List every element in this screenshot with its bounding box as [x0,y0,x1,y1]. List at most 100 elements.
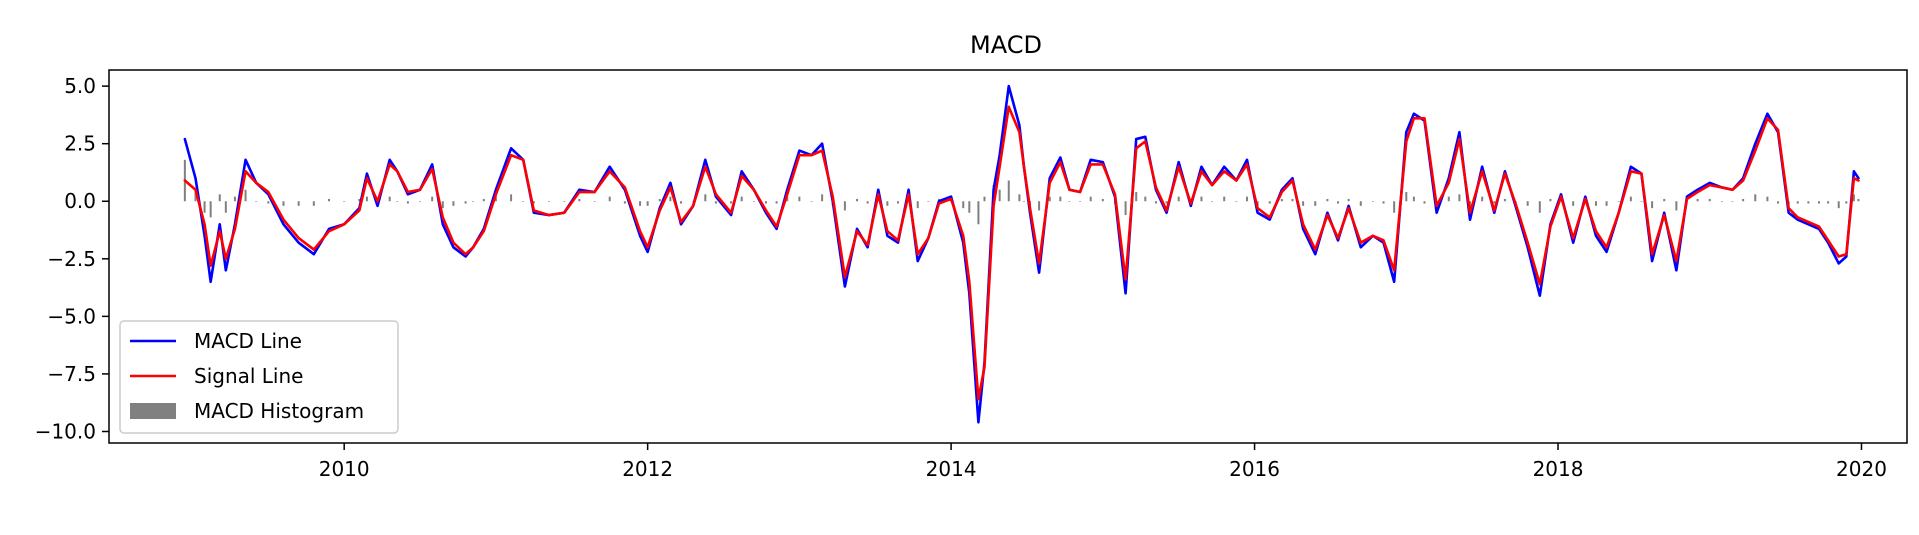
histogram-bar [548,201,551,202]
histogram-bar [962,201,965,209]
histogram-bar [1059,196,1062,202]
histogram-bar [1038,201,1041,211]
histogram-bar [1766,196,1769,202]
histogram-bar [798,196,801,202]
histogram-bar [1742,198,1745,202]
histogram-bar [1807,201,1810,204]
y-tick-label: 0.0 [64,189,96,213]
histogram-bar [927,201,930,202]
histogram-bar [1423,201,1426,204]
histogram-bar [1022,201,1025,202]
histogram-bar [752,201,755,202]
histogram-bar [1777,201,1780,204]
histogram-bar [510,194,513,202]
histogram-bar [1048,196,1051,202]
histogram-bar [764,201,767,204]
y-tick-label: −10.0 [35,419,96,443]
histogram-bar [1458,194,1461,202]
histogram-bar [578,198,581,202]
histogram-bar [1068,201,1071,202]
histogram-bar [1708,198,1711,202]
histogram-bar [297,201,300,206]
histogram-bar [1211,201,1214,202]
histogram-bar [1754,194,1757,202]
y-tick-label: −7.5 [47,362,96,386]
histogram-bar [1663,198,1666,202]
histogram-bar [1818,201,1820,204]
histogram-bar [1280,198,1283,202]
histogram-bar [1605,201,1608,206]
axes: 5.0 2.5 0.0 −2.5 −5.0 −7.5 −10.0 2010 2012 2014 20… [35,69,1908,481]
y-tick-label: 5.0 [64,74,96,98]
histogram-bar [1617,201,1620,202]
histogram-bar [646,201,649,206]
histogram-bar [1572,201,1575,206]
histogram-bar [1731,201,1734,202]
histogram-bar [843,201,846,211]
histogram-bar [639,201,642,206]
histogram-bar [282,201,285,206]
histogram-bar [714,201,717,204]
histogram-bar [419,201,422,202]
histogram-bar [1696,198,1699,202]
histogram-bar [1144,196,1147,202]
histogram-bar [1101,198,1104,202]
histogram-bar [983,196,986,202]
histogram-bar [1165,201,1168,204]
histogram-bar [358,198,361,202]
legend-entry-macd-line-label: MACD Line [194,329,302,353]
histogram-bar [218,194,221,202]
histogram-bar [494,196,497,202]
x-tick-label: 2010 [319,457,370,481]
histogram-bar [482,198,485,202]
histogram-bar [775,201,778,204]
x-tick-label: 2016 [1229,457,1280,481]
histogram-bar [1827,201,1830,204]
plot-frame [108,69,1908,444]
histogram-bar [1268,201,1271,204]
histogram-bar [224,201,227,213]
legend: MACD Line Signal Line MACD Histogram [119,320,399,434]
histogram-bar [343,201,346,202]
y-tick-label: −5.0 [47,304,96,328]
histogram-bar [1007,180,1010,202]
histogram-bar [365,196,368,202]
histogram-bar [1235,201,1238,202]
histogram-bar [1526,201,1529,206]
histogram-bar [740,196,743,202]
histogram-bar [1089,196,1092,202]
histogram-bar [1382,201,1385,204]
histogram-bar [608,196,611,202]
histogram-bar [856,198,859,202]
histogram-bar [472,201,475,202]
histogram-bar [1852,194,1855,202]
y-tick-label: 2.5 [64,132,96,156]
x-tick-label: 2020 [1836,457,1887,481]
histogram-bar [704,194,707,202]
histogram-bar [1135,192,1138,202]
chart-title: MACD [970,31,1042,59]
histogram-bar [1481,196,1484,202]
histogram-bar [244,189,247,202]
x-tick-label: 2018 [1533,457,1584,481]
histogram-bar [1493,201,1496,204]
histogram-bar [1223,196,1226,202]
histogram-bar [897,201,899,204]
histogram-bar [1651,201,1654,209]
legend-box [119,320,399,434]
histogram-bar [1640,201,1643,202]
histogram-bar [312,201,315,206]
histogram-bar [916,201,919,209]
histogram-bar [1629,196,1632,202]
histogram-bar [1675,201,1678,211]
histogram-bar [1200,196,1203,202]
histogram-bar [1079,201,1082,202]
histogram-bar [1291,198,1294,202]
histogram-bar [1245,196,1248,202]
histogram-bar [328,198,331,202]
histogram-bar [388,196,391,202]
histogram-bar [810,201,813,202]
histogram-bar [1720,201,1723,202]
legend-entry-histogram-label: MACD Histogram [194,399,364,423]
